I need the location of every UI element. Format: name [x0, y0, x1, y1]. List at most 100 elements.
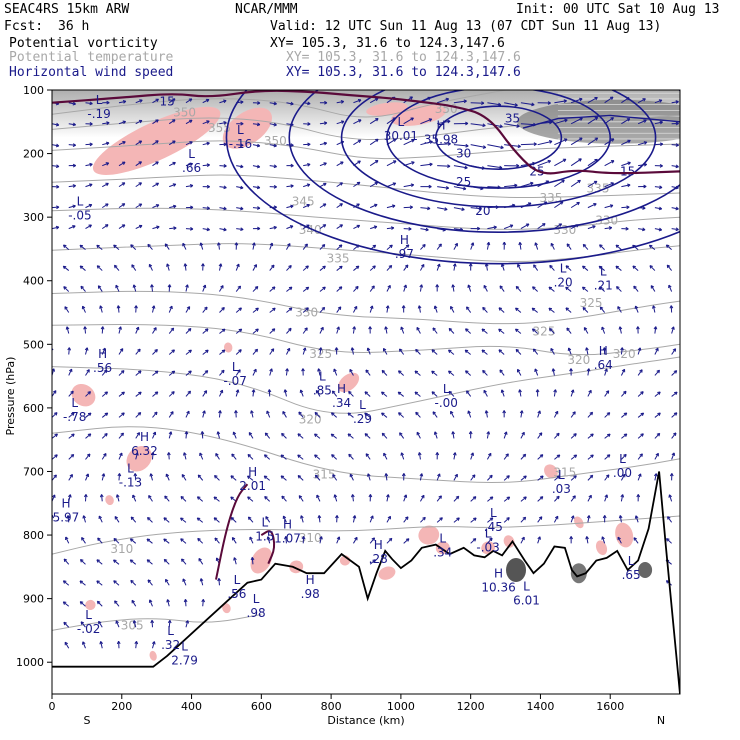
wind-vector-head	[404, 264, 409, 268]
wind-vector	[52, 605, 53, 607]
wind-vector	[403, 284, 407, 292]
wind-vector-head	[498, 328, 502, 333]
wind-vector-head	[675, 143, 679, 147]
wind-vector-head	[634, 305, 639, 310]
wind-vector-head	[626, 118, 631, 122]
wind-vector-head	[114, 600, 118, 604]
wind-vector	[419, 495, 425, 502]
wind-vector-head	[202, 284, 207, 289]
wind-vector-head	[206, 141, 210, 146]
wind-vector	[453, 144, 469, 147]
wind-vector	[654, 433, 661, 439]
wind-vector	[531, 307, 538, 313]
wind-vector-head	[206, 206, 210, 210]
wind-vector-head	[301, 536, 306, 540]
wind-vector	[601, 326, 606, 334]
wind-vector-head	[204, 328, 209, 332]
wind-vector-head	[314, 433, 318, 437]
wind-vector-head	[290, 184, 294, 188]
wind-vector-head	[240, 185, 244, 190]
valid-time: Valid: 12 UTC Sun 11 Aug 13 (07 CDT Sun …	[270, 19, 662, 34]
wind-vector-head	[570, 389, 575, 393]
wind-vector-head	[371, 537, 376, 541]
wind-vector-head	[497, 102, 502, 107]
wind-vector-head	[79, 580, 84, 584]
wind-vector-head	[433, 431, 438, 435]
wind-vector	[386, 160, 397, 167]
extremum-value-label: .98	[247, 606, 266, 620]
wind-vector	[554, 495, 560, 502]
theta-contour-label: 345	[292, 194, 315, 208]
wind-vector-head	[132, 494, 136, 499]
wind-vector-head	[300, 515, 304, 519]
wind-vector	[365, 369, 371, 376]
wind-vector-head	[454, 242, 458, 247]
wind-vector	[98, 620, 103, 628]
wind-vector	[314, 474, 321, 481]
wind-vector	[520, 410, 523, 418]
wind-vector	[635, 305, 639, 313]
wind-vector	[85, 473, 89, 481]
wind-vector-head	[206, 163, 210, 168]
wind-vector-head	[355, 285, 359, 290]
extremum-value-label: .34	[433, 546, 452, 560]
wind-vector	[370, 226, 378, 230]
wind-vector-head	[643, 162, 648, 167]
wind-vector-head	[655, 452, 659, 457]
wind-vector	[400, 326, 405, 334]
wind-vector-head	[69, 473, 73, 478]
wind-vector	[164, 243, 170, 250]
wind-vector-head	[632, 244, 636, 249]
wind-vector-head	[481, 101, 485, 105]
wind-vector-head	[256, 122, 261, 127]
wind-vector-head	[332, 474, 336, 478]
wind-vector	[52, 144, 59, 147]
wind-vector	[218, 578, 220, 586]
wind-vector-head	[173, 226, 177, 231]
wind-vector-head	[534, 242, 538, 246]
wind-vector	[633, 537, 639, 544]
wind-vector	[420, 207, 431, 210]
wind-vector-head	[79, 558, 84, 563]
wind-vector-head	[465, 328, 469, 332]
wind-vector-head	[323, 162, 327, 166]
wind-vector-head	[575, 224, 579, 228]
wind-vector	[650, 285, 656, 292]
wind-vector	[148, 495, 153, 502]
wind-vector	[520, 516, 527, 523]
wind-vector-head	[81, 537, 85, 541]
extremum-type-label: L	[181, 640, 188, 654]
wind-vector-head	[252, 242, 256, 246]
wind-vector	[236, 144, 244, 146]
wind-vector-head	[481, 349, 486, 354]
wind-vector-head	[250, 410, 254, 414]
wind-vector	[149, 599, 153, 607]
wind-vector	[202, 120, 210, 125]
wind-vector-head	[432, 411, 436, 415]
wind-vector-head	[601, 326, 605, 331]
wind-vector	[532, 328, 538, 334]
wind-vector-head	[414, 391, 419, 395]
wind-vector	[403, 139, 415, 146]
wind-vector	[135, 452, 139, 460]
wind-vector	[431, 349, 438, 355]
wind-vector-head	[220, 285, 224, 289]
wind-vector-head	[381, 412, 385, 416]
y-tick-label: 200	[23, 148, 44, 161]
wind-vector-head	[532, 122, 537, 127]
wind-vector-head	[314, 474, 319, 479]
wind-vector-head	[464, 165, 468, 170]
wind-vector-head	[550, 242, 554, 247]
wind-vector	[151, 284, 153, 292]
wind-vector	[118, 391, 125, 397]
wind-vector-head	[401, 473, 406, 477]
wind-vector-head	[151, 641, 156, 645]
wind-vector	[252, 165, 260, 168]
wind-vector-head	[281, 432, 285, 437]
wind-vector	[598, 265, 605, 271]
wind-vector-head	[54, 454, 58, 458]
wind-vector-head	[307, 142, 311, 147]
wind-vector	[570, 515, 574, 523]
wind-vector	[537, 180, 549, 188]
wind-vector	[118, 452, 123, 460]
